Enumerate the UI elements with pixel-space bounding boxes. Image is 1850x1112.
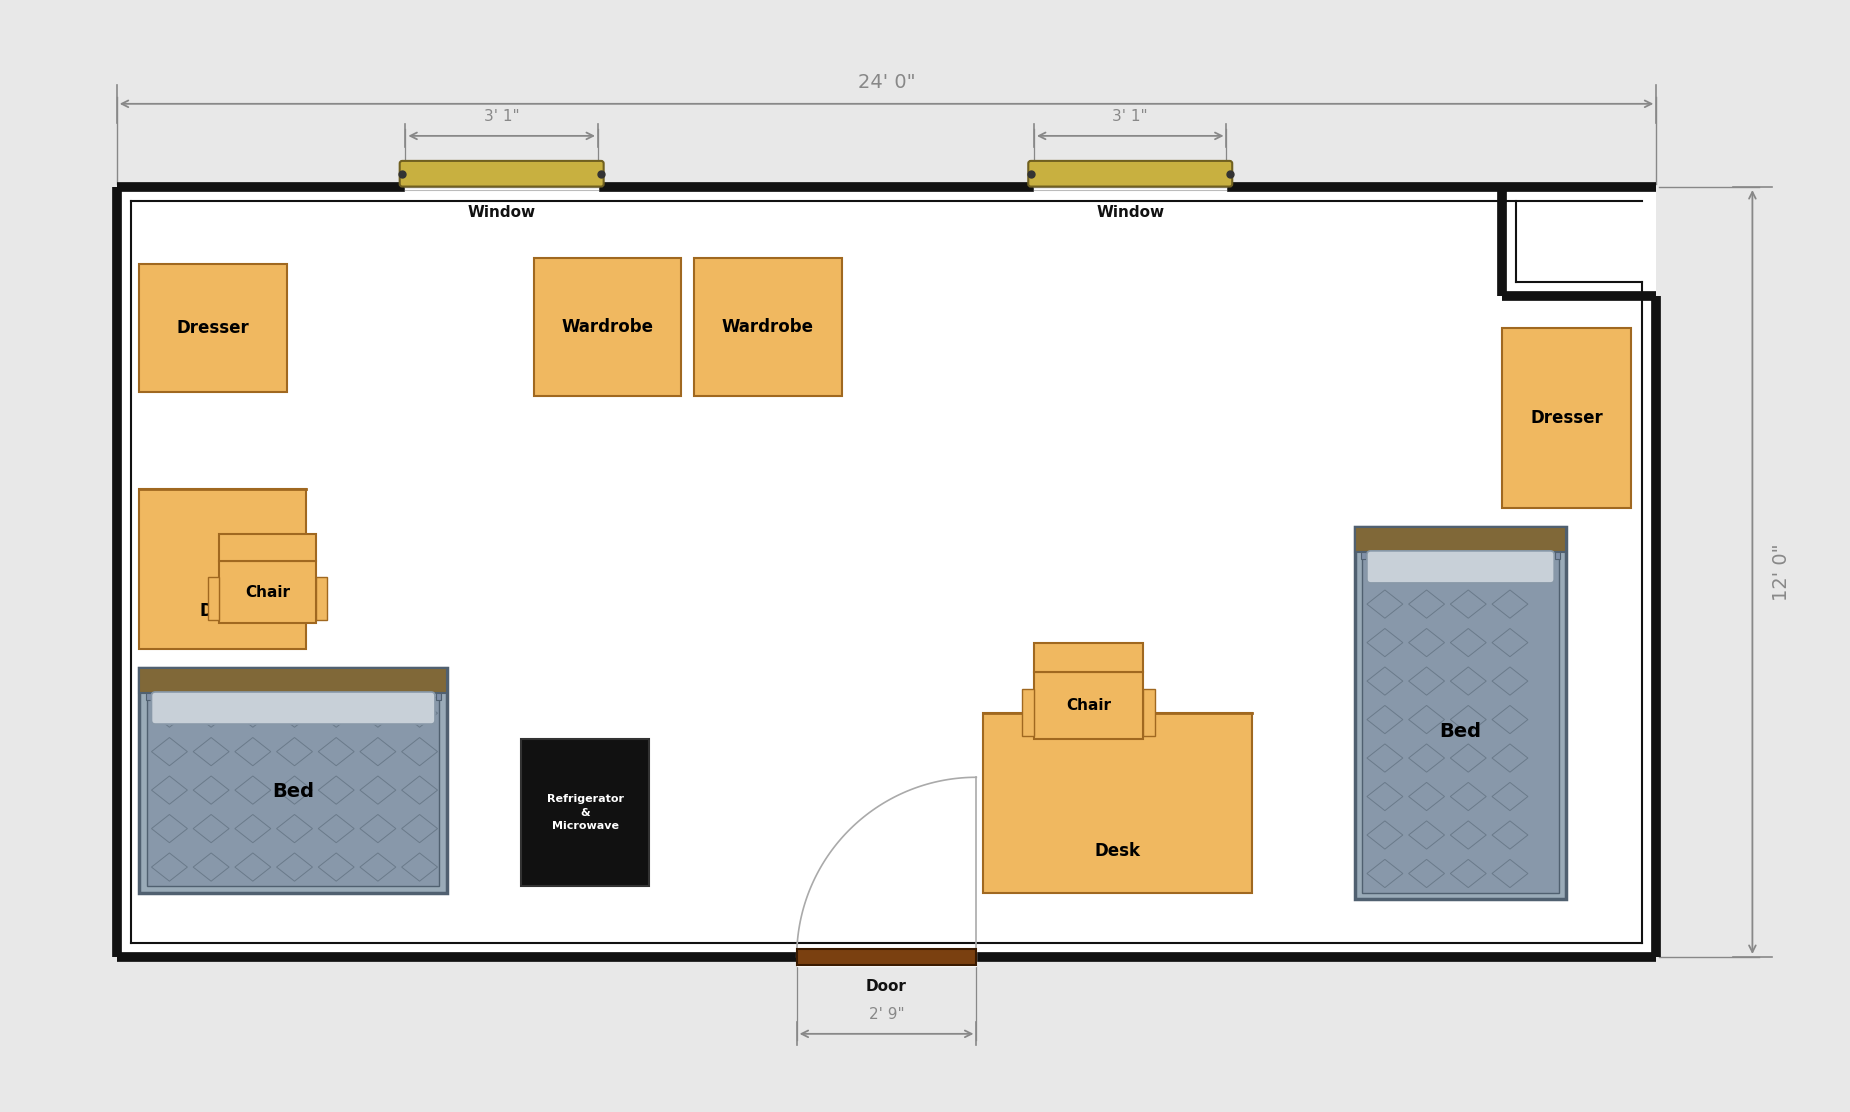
Text: Bed: Bed <box>1439 722 1482 742</box>
Bar <box>139 668 448 693</box>
Bar <box>117 187 1656 956</box>
Text: Bed: Bed <box>272 782 314 802</box>
Bar <box>1362 556 1560 893</box>
Bar <box>139 265 287 393</box>
Bar <box>139 488 305 649</box>
Bar <box>1143 689 1154 736</box>
Bar <box>435 693 440 701</box>
Bar <box>139 668 448 893</box>
Bar <box>982 713 1252 893</box>
Bar <box>1502 328 1630 508</box>
Bar <box>1034 672 1143 738</box>
Text: 2' 9": 2' 9" <box>870 1007 905 1022</box>
Text: Chair: Chair <box>1066 698 1112 714</box>
Text: Window: Window <box>468 205 536 220</box>
Text: Desk: Desk <box>200 602 246 619</box>
Text: Chair: Chair <box>244 585 290 600</box>
Bar <box>1354 527 1567 900</box>
Text: 3' 1": 3' 1" <box>485 109 520 125</box>
Bar <box>1023 689 1034 736</box>
Text: 24' 0": 24' 0" <box>858 73 916 92</box>
Bar <box>1034 644 1143 672</box>
Bar <box>1354 527 1567 552</box>
FancyBboxPatch shape <box>1367 550 1554 583</box>
Bar <box>797 950 977 964</box>
Text: Dresser: Dresser <box>1530 409 1602 427</box>
Bar <box>1362 552 1367 559</box>
Bar <box>694 258 842 396</box>
Bar <box>220 534 316 560</box>
Text: Door: Door <box>866 980 906 994</box>
FancyBboxPatch shape <box>400 161 603 187</box>
FancyBboxPatch shape <box>1029 161 1232 187</box>
Bar <box>207 577 220 620</box>
Text: Wardrobe: Wardrobe <box>722 318 814 336</box>
Bar <box>522 738 649 886</box>
Text: Dresser: Dresser <box>176 319 250 337</box>
Text: 3' 1": 3' 1" <box>1112 109 1149 125</box>
Text: Refrigerator
&
Microwave: Refrigerator & Microwave <box>546 794 623 831</box>
FancyBboxPatch shape <box>152 692 435 724</box>
Text: Window: Window <box>1097 205 1164 220</box>
Bar <box>146 693 152 701</box>
Bar <box>146 697 440 886</box>
Text: Desk: Desk <box>1095 842 1140 860</box>
Bar <box>535 258 681 396</box>
Text: 12' 0": 12' 0" <box>1772 544 1791 600</box>
Text: Wardrobe: Wardrobe <box>562 318 653 336</box>
Bar <box>316 577 327 620</box>
Bar <box>220 560 316 624</box>
Bar <box>1554 552 1560 559</box>
